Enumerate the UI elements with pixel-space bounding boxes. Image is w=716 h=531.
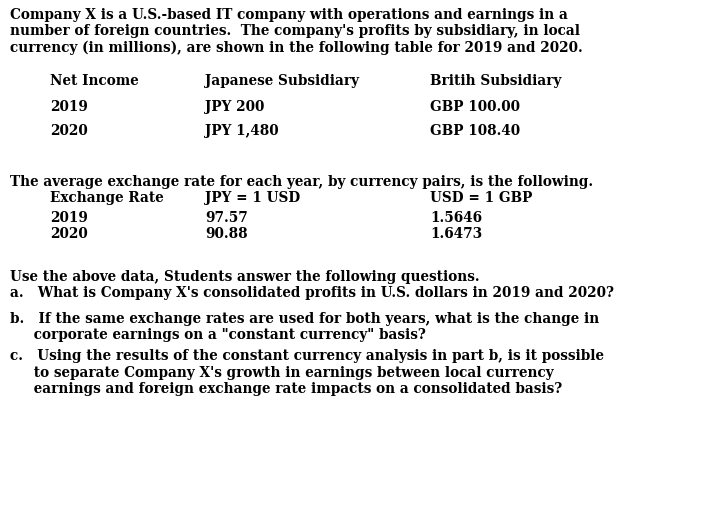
Text: 2020: 2020: [50, 227, 88, 241]
Text: Britih Subsidiary: Britih Subsidiary: [430, 74, 561, 88]
Text: c.   Using the results of the constant currency analysis in part b, is it possib: c. Using the results of the constant cur…: [10, 349, 604, 363]
Text: 97.57: 97.57: [205, 211, 248, 225]
Text: currency (in millions), are shown in the following table for 2019 and 2020.: currency (in millions), are shown in the…: [10, 41, 583, 55]
Text: a.   What is Company X's consolidated profits in U.S. dollars in 2019 and 2020?: a. What is Company X's consolidated prof…: [10, 286, 614, 300]
Text: GBP 100.00: GBP 100.00: [430, 100, 520, 114]
Text: Net Income: Net Income: [50, 74, 139, 88]
Text: JPY = 1 USD: JPY = 1 USD: [205, 191, 300, 205]
Text: The average exchange rate for each year, by currency pairs, is the following.: The average exchange rate for each year,…: [10, 175, 593, 189]
Text: Exchange Rate: Exchange Rate: [50, 191, 164, 205]
Text: 1.6473: 1.6473: [430, 227, 482, 241]
Text: earnings and foreign exchange rate impacts on a consolidated basis?: earnings and foreign exchange rate impac…: [10, 382, 562, 396]
Text: to separate Company X's growth in earnings between local currency: to separate Company X's growth in earnin…: [10, 365, 553, 380]
Text: Japanese Subsidiary: Japanese Subsidiary: [205, 74, 359, 88]
Text: GBP 108.40: GBP 108.40: [430, 124, 520, 138]
Text: Use the above data, Students answer the following questions.: Use the above data, Students answer the …: [10, 270, 480, 284]
Text: JPY 1,480: JPY 1,480: [205, 124, 279, 138]
Text: 1.5646: 1.5646: [430, 211, 482, 225]
Text: JPY 200: JPY 200: [205, 100, 264, 114]
Text: 2019: 2019: [50, 100, 88, 114]
Text: Company X is a U.S.-based IT company with operations and earnings in a: Company X is a U.S.-based IT company wit…: [10, 8, 568, 22]
Text: b.   If the same exchange rates are used for both years, what is the change in: b. If the same exchange rates are used f…: [10, 312, 599, 326]
Text: 2020: 2020: [50, 124, 88, 138]
Text: USD = 1 GBP: USD = 1 GBP: [430, 191, 533, 205]
Text: 2019: 2019: [50, 211, 88, 225]
Text: corporate earnings on a "constant currency" basis?: corporate earnings on a "constant curren…: [10, 329, 426, 342]
Text: number of foreign countries.  The company's profits by subsidiary, in local: number of foreign countries. The company…: [10, 24, 580, 39]
Text: 90.88: 90.88: [205, 227, 248, 241]
